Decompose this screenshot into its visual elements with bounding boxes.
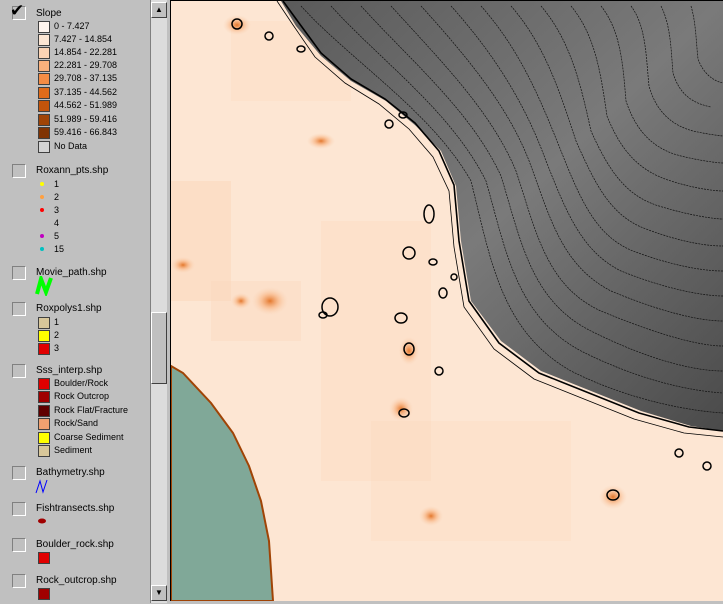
no-data-region bbox=[170, 364, 275, 602]
legend-label: 7.427 - 14.854 bbox=[54, 34, 113, 44]
legend-label: 14.854 - 22.281 bbox=[54, 47, 118, 57]
legend-label: 3 bbox=[54, 205, 60, 215]
legend-label: 0 - 7.427 bbox=[54, 21, 90, 31]
shoreline bbox=[282, 0, 723, 432]
legend-swatch bbox=[38, 317, 50, 329]
layer-name[interactable]: Rock_outcrop.shp bbox=[36, 575, 117, 586]
legend-label: 51.989 - 59.416 bbox=[54, 114, 118, 124]
legend-swatch bbox=[38, 391, 50, 403]
legend-swatch bbox=[38, 127, 50, 139]
map-view[interactable] bbox=[170, 0, 723, 602]
layer-name[interactable]: Bathymetry.shp bbox=[36, 467, 105, 478]
scroll-down-button[interactable]: ▼ bbox=[151, 585, 167, 601]
map-canvas bbox=[170, 0, 723, 602]
layer-visibility-checkbox[interactable] bbox=[12, 302, 26, 316]
legend-label: No Data bbox=[54, 141, 88, 151]
legend-label: Rock Flat/Fracture bbox=[54, 405, 129, 415]
legend-swatch bbox=[38, 100, 50, 112]
layer-name[interactable]: Slope bbox=[36, 8, 62, 19]
legend-swatch bbox=[38, 60, 50, 72]
slope-hotspots bbox=[171, 15, 627, 526]
layer-name[interactable]: Fishtransects.shp bbox=[36, 503, 115, 514]
legend-label: 3 bbox=[54, 343, 60, 353]
check-mark-icon: ✔ bbox=[10, 1, 25, 21]
point-symbol-icon bbox=[40, 182, 44, 186]
legend-swatch bbox=[38, 34, 50, 46]
legend-swatch bbox=[38, 343, 50, 355]
layer-name[interactable]: Roxann_pts.shp bbox=[36, 165, 109, 176]
point-symbol-icon bbox=[40, 195, 44, 199]
legend-swatch bbox=[38, 87, 50, 99]
legend-label: 2 bbox=[54, 330, 60, 340]
legend-label: Rock Outcrop bbox=[54, 391, 110, 401]
layer-name[interactable]: Movie_path.shp bbox=[36, 267, 107, 278]
legend-label: Coarse Sediment bbox=[54, 432, 124, 442]
legend-label: Sediment bbox=[54, 445, 93, 455]
legend-label: Boulder/Rock bbox=[54, 378, 109, 388]
legend-swatch bbox=[38, 378, 50, 390]
layer-visibility-checkbox[interactable] bbox=[12, 538, 26, 552]
layer-name[interactable]: Sss_interp.shp bbox=[36, 365, 103, 376]
layer-visibility-checkbox[interactable] bbox=[12, 164, 26, 178]
rock-polygons bbox=[231, 18, 712, 501]
point-symbol-icon bbox=[40, 221, 44, 225]
contour-line-icon bbox=[35, 479, 48, 494]
path-line-icon bbox=[35, 276, 53, 296]
point-symbol-icon bbox=[40, 208, 44, 212]
legend-label: 37.135 - 44.562 bbox=[54, 87, 118, 97]
layer-visibility-checkbox[interactable] bbox=[12, 574, 26, 588]
scroll-up-button[interactable]: ▲ bbox=[151, 2, 167, 18]
layer-name[interactable]: Roxpolys1.shp bbox=[36, 303, 102, 314]
point-symbol-icon bbox=[40, 247, 44, 251]
legend-label: 2 bbox=[54, 192, 60, 202]
table-of-contents: ✔ Slope 0 - 7.427 7.427 - 14.854 14.854 … bbox=[0, 0, 150, 603]
land-relief bbox=[281, 1, 723, 431]
legend-label: Rock/Sand bbox=[54, 418, 99, 428]
legend-label: 1 bbox=[54, 179, 60, 189]
point-symbol-icon bbox=[40, 234, 44, 238]
scroll-thumb[interactable] bbox=[151, 312, 167, 384]
layer-name[interactable]: Boulder_rock.shp bbox=[36, 539, 114, 550]
toc-scrollbar[interactable]: ▲ ▼ bbox=[150, 0, 167, 603]
layer-visibility-checkbox[interactable] bbox=[12, 364, 26, 378]
layer-visibility-checkbox[interactable] bbox=[12, 466, 26, 480]
legend-swatch bbox=[38, 114, 50, 126]
bathymetry-contours bbox=[300, 5, 723, 414]
legend-label: 44.562 - 51.989 bbox=[54, 100, 118, 110]
layer-visibility-checkbox[interactable] bbox=[12, 266, 26, 280]
legend-label: 5 bbox=[54, 231, 60, 241]
layer-visibility-checkbox[interactable]: ✔ bbox=[10, 1, 26, 21]
legend-swatch bbox=[38, 445, 50, 457]
legend-swatch bbox=[38, 432, 50, 444]
legend-swatch bbox=[38, 588, 50, 600]
legend-swatch bbox=[38, 418, 50, 430]
transect-symbol-icon bbox=[38, 518, 46, 524]
legend-swatch bbox=[38, 405, 50, 417]
legend-swatch bbox=[38, 21, 50, 33]
legend-label: 29.708 - 37.135 bbox=[54, 73, 118, 83]
layer-visibility-checkbox[interactable] bbox=[12, 502, 26, 516]
legend-swatch bbox=[38, 141, 50, 153]
legend-label: 1 bbox=[54, 317, 60, 327]
legend-swatch bbox=[38, 47, 50, 59]
legend-label: 15 bbox=[54, 244, 65, 254]
legend-swatch bbox=[38, 73, 50, 85]
legend-label: 59.416 - 66.843 bbox=[54, 127, 118, 137]
legend-swatch bbox=[38, 552, 50, 564]
legend-label: 4 bbox=[54, 218, 60, 228]
legend-swatch bbox=[38, 330, 50, 342]
legend-label: 22.281 - 29.708 bbox=[54, 60, 118, 70]
